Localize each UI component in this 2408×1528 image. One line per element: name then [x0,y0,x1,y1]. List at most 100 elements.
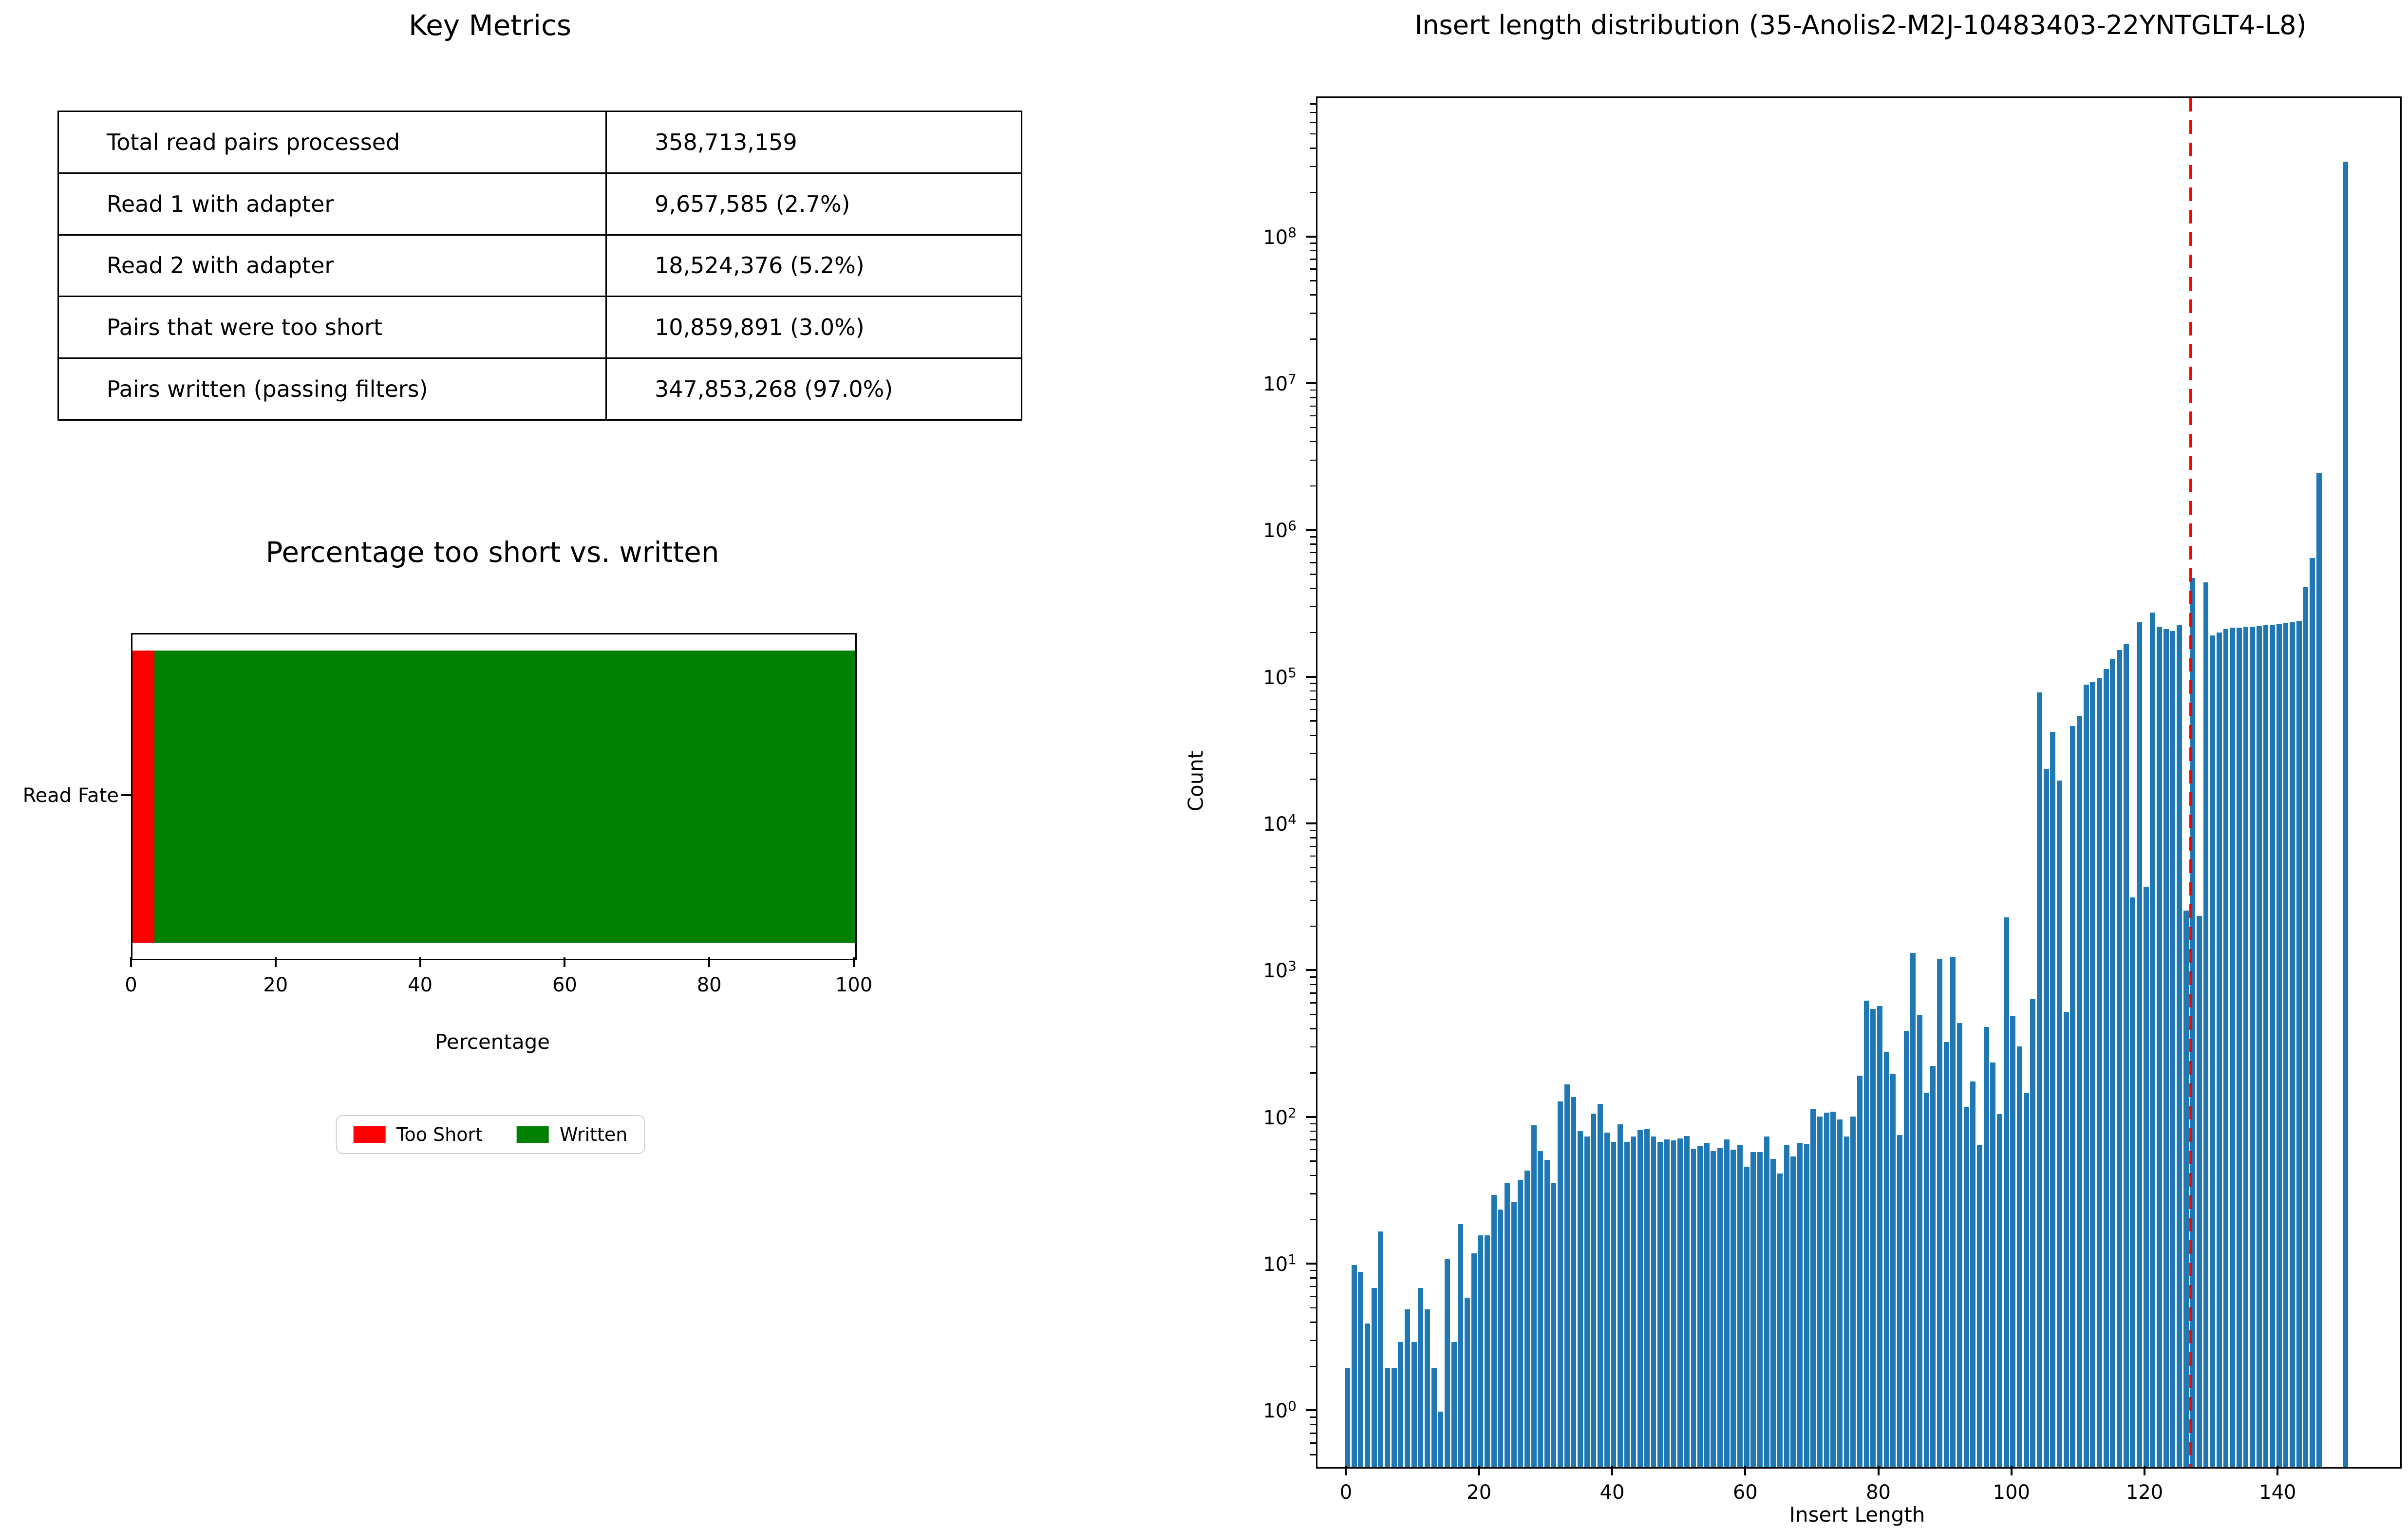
x-tick-label: 0 [1339,1481,1353,1504]
histogram-bar [2316,473,2322,1467]
histogram-bar [1744,1166,1750,1467]
histogram-bar [2196,915,2202,1467]
histogram-bar [1438,1412,1444,1467]
histogram-bar [1578,1131,1583,1467]
histogram-bar [1398,1342,1404,1467]
histogram-bar [1511,1202,1517,1467]
too-short-swatch [353,1126,386,1143]
y-minor-tick-mark [1310,562,1316,563]
y-tick-label: 103 [1263,958,1297,983]
histogram-bar [1664,1139,1670,1467]
metric-value: 347,853,268 (97.0%) [605,357,1022,421]
histogram-bar [1957,1023,1962,1467]
y-minor-tick-mark [1310,1454,1316,1455]
y-tick-label: 108 [1263,224,1297,249]
written-legend-label: Written [560,1124,628,1145]
histogram-bar [1644,1129,1650,1467]
histogram-bar [1997,1114,2002,1467]
histogram-bar [1691,1149,1696,1467]
y-minor-tick-mark [1310,1286,1316,1287]
y-minor-tick-mark [1310,1139,1316,1140]
y-minor-tick-mark [1310,543,1316,545]
y-minor-tick-mark [1310,1322,1316,1323]
y-tick-mark [1306,235,1316,238]
written-bar-segment [154,651,855,943]
histogram-bar [1431,1367,1437,1467]
y-minor-tick-mark [1310,459,1316,461]
histogram-bar [1903,1030,1909,1467]
histogram-bar [2136,622,2142,1467]
x-tick-mark [1877,1466,1880,1475]
histogram-bar [1484,1235,1490,1467]
histogram-title: Insert length distribution (35-Anolis2-M… [1414,10,2307,40]
histogram-bar [1870,1008,1876,1467]
y-tick-mark [1306,529,1316,531]
histogram-bar [2256,625,2262,1467]
histogram-bar [1704,1143,1710,1467]
histogram-bar [1844,1137,1849,1467]
histogram-bar [1910,953,1916,1467]
y-tick-label: 107 [1263,371,1297,396]
y-minor-tick-mark [1310,976,1316,978]
y-minor-tick-mark [1310,1072,1316,1074]
histogram-bar [1518,1180,1524,1467]
histogram-bar [2017,1046,2022,1467]
histogram-bar [2023,1093,2029,1467]
x-tick-mark [708,957,711,967]
y-minor-tick-mark [1310,441,1316,443]
x-tick-mark [2010,1466,2013,1475]
x-tick-label: 120 [2126,1481,2163,1504]
table-row: Read 1 with adapter 9,657,585 (2.7%) [57,172,1022,236]
histogram-bar [2090,682,2096,1467]
histogram-bar [2343,162,2349,1467]
histogram-bar [1764,1137,1769,1467]
histogram-bar [2283,623,2289,1467]
histogram-bar [2263,625,2269,1467]
y-minor-tick-mark [1310,925,1316,927]
histogram-bar [2076,716,2082,1467]
histogram-bar [1724,1139,1730,1467]
histogram-bar [1464,1297,1470,1467]
y-tick-mark [1306,1409,1316,1412]
y-minor-tick-mark [1310,829,1316,831]
x-tick-label: 20 [1467,1481,1492,1504]
y-minor-tick-mark [1310,1365,1316,1367]
histogram-bar [2150,612,2156,1467]
histogram-bar [2270,624,2276,1467]
mean-insert-length-line [2189,98,2192,1467]
histogram-bar [1731,1150,1736,1467]
histogram-bar [1538,1151,1543,1467]
x-tick-label: 100 [835,974,873,996]
y-tick-mark [1306,382,1316,384]
x-tick-label: 40 [1599,1481,1625,1504]
y-minor-tick-mark [1310,1002,1316,1004]
histogram-bar [1757,1152,1763,1467]
histogram-bar [1384,1367,1390,1467]
y-minor-tick-mark [1310,1416,1316,1418]
x-tick-mark [1478,1466,1480,1475]
histogram-bar [2030,999,2036,1467]
histogram-bar [2123,644,2129,1467]
histogram-bar [2003,917,2009,1467]
histogram-bar [1618,1124,1623,1467]
histogram-bar [1571,1097,1577,1467]
x-tick-mark [419,957,421,967]
histogram-bar [2050,732,2056,1467]
y-minor-tick-mark [1310,1340,1316,1342]
histogram-bar [1857,1075,1862,1467]
histogram-bar [1970,1081,1976,1467]
x-tick-label: 0 [125,974,137,996]
histogram-bar [1365,1323,1370,1467]
histogram-bar [1551,1183,1557,1467]
histogram-bar [2043,769,2049,1467]
histogram-bar [1504,1183,1510,1467]
histogram-bar [2130,897,2136,1467]
y-minor-tick-mark [1310,984,1316,986]
histogram-bar [1424,1309,1430,1467]
histogram-bar [2276,623,2282,1467]
histogram-bar [1418,1287,1424,1467]
written-swatch [517,1126,549,1143]
y-minor-tick-mark [1310,1149,1316,1151]
y-tick-mark [1306,675,1316,678]
y-minor-tick-mark [1310,708,1316,710]
